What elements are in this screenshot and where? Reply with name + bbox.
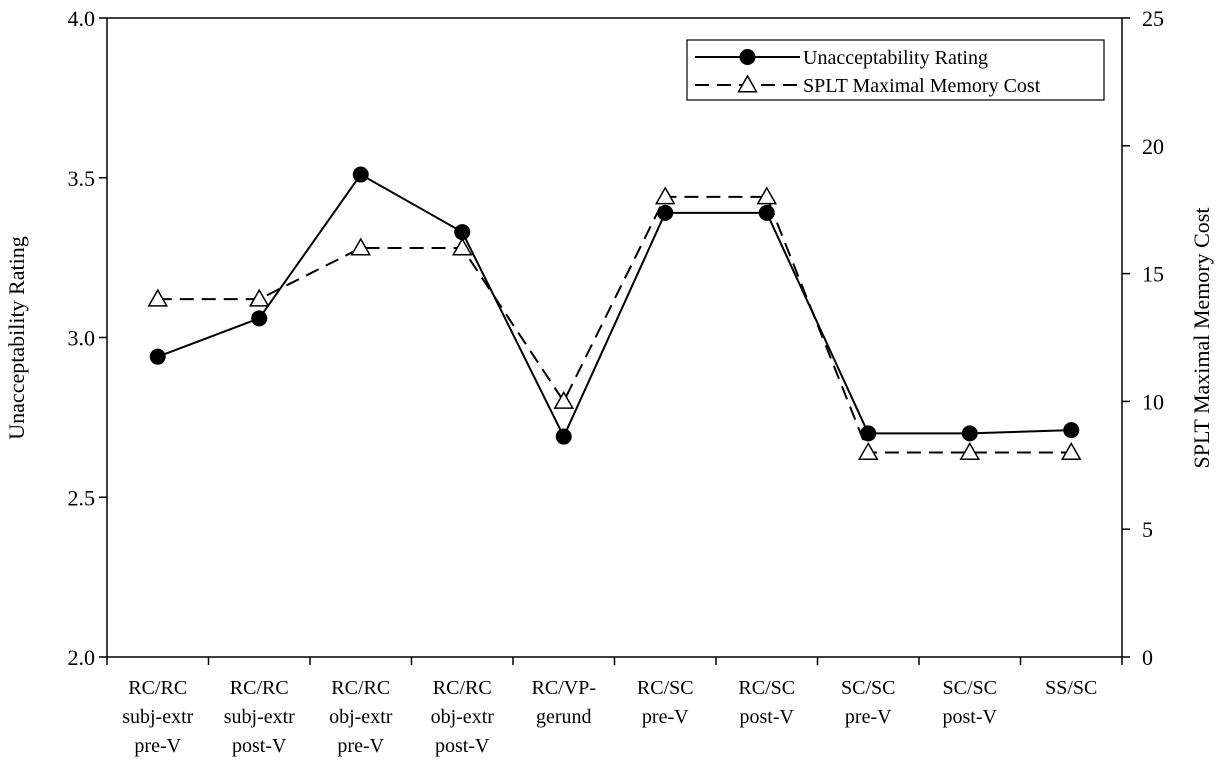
x-category-label-line: gerund xyxy=(536,706,592,728)
x-category-label-line: RC/SC xyxy=(738,677,795,699)
data-point-unacceptability xyxy=(657,204,674,221)
x-category-label: SS/SC xyxy=(1045,677,1097,699)
x-category-label: RC/RC obj-extr post-V xyxy=(431,677,495,757)
data-point-memory-cost xyxy=(1060,442,1082,461)
series-line-memory-cost xyxy=(157,195,1072,454)
x-category-label-line: RC/VP- xyxy=(532,677,596,699)
left-tick-label: 3.5 xyxy=(68,166,96,191)
x-axis: RC/RC subj-extr pre-VRC/RC subj-extr post-VR… xyxy=(106,657,1123,757)
data-point-memory-cost xyxy=(959,442,981,461)
x-category-label-line: obj-extr xyxy=(329,706,393,728)
data-point-unacceptability xyxy=(454,224,471,241)
left-tick-label: 2.5 xyxy=(68,485,96,510)
x-category-label-line: RC/RC xyxy=(331,677,390,699)
left-axis: 2.0 2.5 3.0 3.5 4.0 xyxy=(68,6,107,670)
left-tick-label: 3.0 xyxy=(68,326,96,351)
x-category-label-line: post-V xyxy=(435,735,490,757)
data-point-unacceptability xyxy=(1063,422,1080,439)
right-tick-label: 25 xyxy=(1142,6,1164,31)
right-tick-label: 20 xyxy=(1142,134,1164,159)
x-category-label: RC/RC subj-extr post-V xyxy=(224,677,295,757)
x-category-label-line: pre-V xyxy=(642,706,689,728)
left-tick-label: 2.0 xyxy=(68,645,96,670)
x-category-label-line: pre-V xyxy=(845,706,892,728)
series-line-unacceptability xyxy=(157,173,1072,439)
data-point-memory-cost xyxy=(756,186,778,205)
x-category-label-line: RC/RC xyxy=(433,677,492,699)
data-point-unacceptability xyxy=(251,310,268,327)
data-point-unacceptability xyxy=(860,425,877,442)
x-category-label-line: post-V xyxy=(232,735,287,757)
legend-marker-unacceptability xyxy=(739,49,756,65)
x-category-label-line: SC/SC xyxy=(841,677,895,699)
data-point-unacceptability xyxy=(961,425,978,442)
x-category-label-line: post-V xyxy=(740,706,795,728)
x-category-label-line: RC/RC xyxy=(230,677,289,699)
right-tick-label: 10 xyxy=(1142,389,1164,414)
plot-frame xyxy=(106,17,1123,658)
legend-label-memory-cost: SPLT Maximal Memory Cost xyxy=(803,75,1041,97)
data-point-memory-cost xyxy=(857,442,879,461)
x-category-label-line: RC/SC xyxy=(637,677,694,699)
x-category-label-line: post-V xyxy=(943,706,998,728)
x-category-label: RC/VP-gerund xyxy=(532,677,596,728)
x-category-label: RC/RC subj-extr pre-V xyxy=(122,677,193,757)
right-tick-label: 5 xyxy=(1142,517,1153,542)
x-category-label: SC/SC pre-V xyxy=(841,677,895,728)
x-category-label: RC/SC post-V xyxy=(738,677,795,728)
x-category-label-line: RC/RC xyxy=(128,677,187,699)
legend: Unacceptability Rating SPLT Maximal Memor… xyxy=(686,39,1105,101)
data-point-unacceptability xyxy=(758,204,775,221)
x-category-label: RC/RC obj-extr pre-V xyxy=(329,677,393,757)
legend-box xyxy=(686,39,1105,101)
data-point-unacceptability xyxy=(352,166,369,183)
x-category-label-line: obj-extr xyxy=(431,706,495,728)
data-point-unacceptability xyxy=(149,348,166,365)
x-category-label-line: pre-V xyxy=(337,735,384,757)
data-point-memory-cost xyxy=(553,390,575,409)
data-point-memory-cost xyxy=(451,237,473,256)
data-point-memory-cost xyxy=(147,288,169,307)
right-tick-label: 0 xyxy=(1142,645,1153,670)
x-category-label-line: subj-extr xyxy=(224,706,295,728)
right-axis: 0 5 10 15 20 25 xyxy=(1122,6,1164,670)
x-category-label-line: SS/SC xyxy=(1045,677,1097,699)
x-category-label-line: pre-V xyxy=(134,735,181,757)
data-point-memory-cost xyxy=(654,186,676,205)
left-axis-title: Unacceptability Rating xyxy=(4,236,29,439)
left-tick-label: 4.0 xyxy=(68,6,96,31)
right-tick-label: 15 xyxy=(1142,262,1164,287)
data-point-unacceptability xyxy=(555,428,572,445)
plot-border xyxy=(106,17,1123,658)
data-point-memory-cost xyxy=(248,288,270,307)
x-category-label-line: subj-extr xyxy=(122,706,193,728)
legend-marker-memory-cost xyxy=(737,74,758,93)
data-point-memory-cost xyxy=(350,237,372,256)
x-category-label: SC/SC post-V xyxy=(943,677,998,728)
legend-label-unacceptability: Unacceptability Rating xyxy=(803,47,988,69)
right-axis-title: SPLT Maximal Memory Cost xyxy=(1189,208,1214,469)
x-category-label: RC/SC pre-V xyxy=(637,677,694,728)
series-layer xyxy=(147,166,1082,461)
x-category-label-line: SC/SC xyxy=(943,677,997,699)
